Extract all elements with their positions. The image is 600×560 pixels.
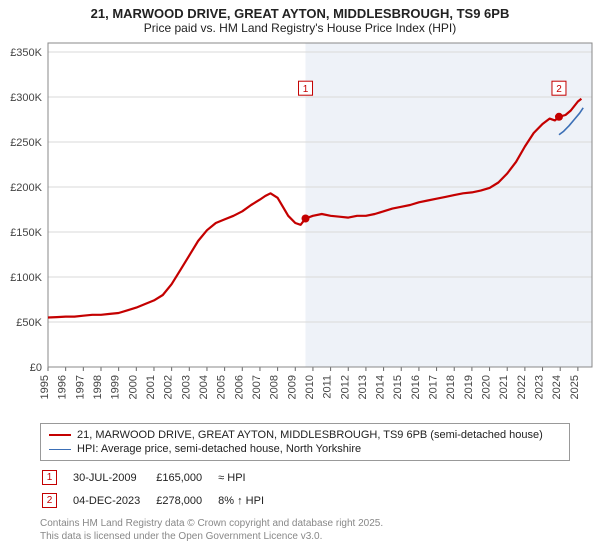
- svg-text:£200K: £200K: [10, 182, 42, 194]
- svg-text:2001: 2001: [145, 375, 157, 399]
- legend: 21, MARWOOD DRIVE, GREAT AYTON, MIDDLESB…: [40, 423, 570, 461]
- svg-text:2014: 2014: [375, 375, 387, 399]
- svg-text:1999: 1999: [110, 375, 122, 399]
- marker-delta: ≈ HPI: [218, 467, 278, 488]
- footer: Contains HM Land Registry data © Crown c…: [40, 517, 570, 543]
- legend-label: 21, MARWOOD DRIVE, GREAT AYTON, MIDDLESB…: [77, 429, 543, 441]
- svg-text:1997: 1997: [74, 375, 86, 399]
- svg-text:2004: 2004: [198, 375, 210, 399]
- svg-text:2007: 2007: [251, 375, 263, 399]
- svg-text:2005: 2005: [216, 375, 228, 399]
- svg-text:£350K: £350K: [10, 47, 42, 59]
- title-line-2: Price paid vs. HM Land Registry's House …: [8, 21, 592, 35]
- svg-text:£50K: £50K: [16, 317, 42, 329]
- svg-text:2019: 2019: [463, 375, 475, 399]
- svg-text:2: 2: [556, 84, 562, 95]
- svg-text:2009: 2009: [286, 375, 298, 399]
- svg-text:2022: 2022: [516, 375, 528, 399]
- marker-price: £278,000: [156, 490, 216, 511]
- marker-date: 30-JUL-2009: [73, 467, 154, 488]
- marker-delta: 8% ↑ HPI: [218, 490, 278, 511]
- svg-text:2000: 2000: [127, 375, 139, 399]
- chart-area: £0 £50K £100K £150K £200K £250K £300K £350K 1995…: [0, 37, 600, 417]
- svg-text:2008: 2008: [269, 375, 281, 399]
- svg-text:2003: 2003: [180, 375, 192, 399]
- title-line-1: 21, MARWOOD DRIVE, GREAT AYTON, MIDDLESB…: [8, 6, 592, 21]
- svg-text:2023: 2023: [534, 375, 546, 399]
- marker-row: 1 30-JUL-2009 £165,000 ≈ HPI: [42, 467, 278, 488]
- svg-text:1998: 1998: [92, 375, 104, 399]
- line-chart: £0 £50K £100K £150K £200K £250K £300K £350K 1995…: [0, 37, 600, 417]
- legend-row: HPI: Average price, semi-detached house,…: [49, 442, 561, 456]
- svg-text:£100K: £100K: [10, 272, 42, 284]
- svg-text:£150K: £150K: [10, 227, 42, 239]
- svg-text:2018: 2018: [445, 375, 457, 399]
- svg-text:£250K: £250K: [10, 137, 42, 149]
- svg-text:2002: 2002: [163, 375, 175, 399]
- marker-date: 04-DEC-2023: [73, 490, 154, 511]
- svg-text:£0: £0: [30, 362, 42, 374]
- svg-text:1: 1: [303, 84, 309, 95]
- marker-row: 2 04-DEC-2023 £278,000 8% ↑ HPI: [42, 490, 278, 511]
- footer-line-2: This data is licensed under the Open Gov…: [40, 530, 570, 543]
- svg-text:2012: 2012: [339, 375, 351, 399]
- svg-text:2016: 2016: [410, 375, 422, 399]
- svg-text:2024: 2024: [551, 375, 563, 399]
- marker-badge-2: 2: [42, 493, 57, 508]
- legend-swatch-red: [49, 434, 71, 436]
- svg-text:£300K: £300K: [10, 92, 42, 104]
- svg-text:2021: 2021: [498, 375, 510, 399]
- legend-row: 21, MARWOOD DRIVE, GREAT AYTON, MIDDLESB…: [49, 428, 561, 442]
- svg-text:2017: 2017: [428, 375, 440, 399]
- svg-text:1996: 1996: [57, 375, 69, 399]
- footer-line-1: Contains HM Land Registry data © Crown c…: [40, 517, 570, 530]
- svg-text:2011: 2011: [322, 375, 334, 399]
- svg-text:2015: 2015: [392, 375, 404, 399]
- svg-text:1995: 1995: [39, 375, 51, 399]
- title-block: 21, MARWOOD DRIVE, GREAT AYTON, MIDDLESB…: [0, 0, 600, 37]
- legend-swatch-blue: [49, 449, 71, 450]
- svg-text:2020: 2020: [481, 375, 493, 399]
- marker-badge-1: 1: [42, 470, 57, 485]
- marker-table: 1 30-JUL-2009 £165,000 ≈ HPI 2 04-DEC-20…: [40, 465, 280, 513]
- marker-price: £165,000: [156, 467, 216, 488]
- svg-text:2010: 2010: [304, 375, 316, 399]
- legend-label: HPI: Average price, semi-detached house,…: [77, 443, 361, 455]
- svg-text:2025: 2025: [569, 375, 581, 399]
- svg-text:2006: 2006: [233, 375, 245, 399]
- svg-text:2013: 2013: [357, 375, 369, 399]
